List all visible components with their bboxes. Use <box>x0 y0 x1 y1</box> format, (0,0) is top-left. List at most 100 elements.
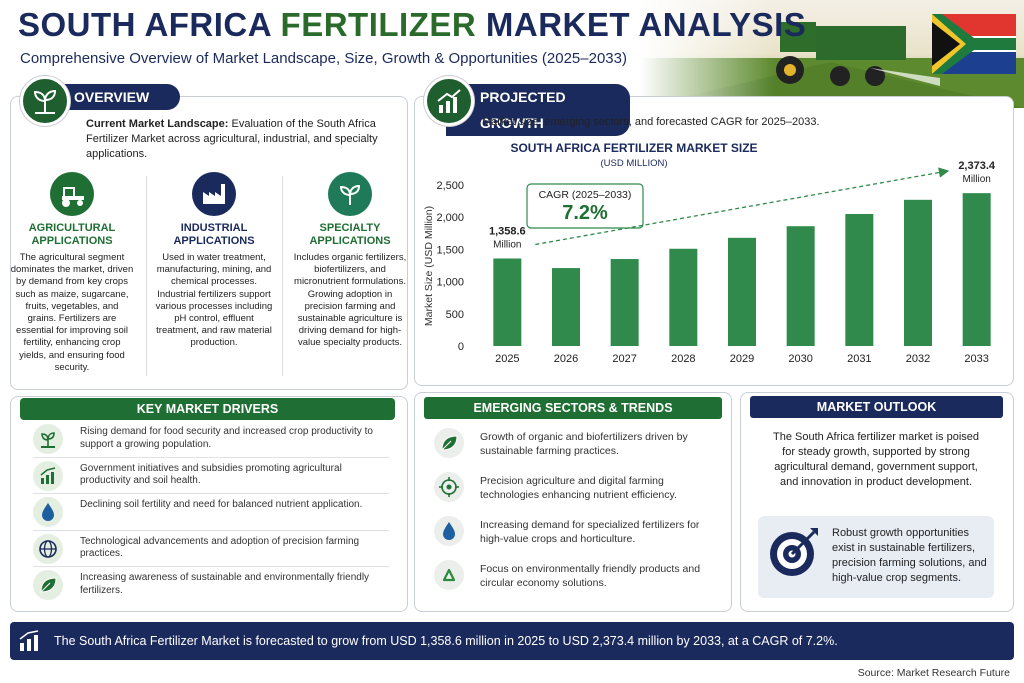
header-image <box>640 0 1024 108</box>
separator <box>33 456 389 458</box>
item-icon <box>33 570 63 600</box>
footer-icon <box>19 630 39 651</box>
item-text: Technological advancements and adoption … <box>80 535 360 560</box>
bar <box>786 226 815 346</box>
separator <box>33 493 389 494</box>
icon-glyph <box>42 503 54 521</box>
x-tick-label: 2030 <box>788 353 812 365</box>
chart-subtitle: (USD MILLION) <box>600 158 667 169</box>
x-tick-label: 2029 <box>730 353 754 365</box>
y-tick-label: 1,000 <box>436 277 464 289</box>
application-icon <box>50 172 94 216</box>
footer-text: The South Africa Fertilizer Market is fo… <box>54 634 838 648</box>
icon-glyph <box>40 466 56 484</box>
growth-heading: PROJECTED GROWTH <box>446 84 630 136</box>
source: Source: Market Research Future <box>857 667 1010 679</box>
drivers-panel <box>10 396 408 612</box>
subtitle: Comprehensive Overview of Market Landsca… <box>20 50 627 67</box>
item-text: Increasing awareness of sustainable and … <box>80 572 370 596</box>
intro-text: Evaluation of the South Africa Fertilize… <box>86 118 378 160</box>
item-text: Increasing demand for specialized fertil… <box>480 519 700 545</box>
item-text: Declining soil fertility and need for ba… <box>80 499 363 510</box>
application-icon <box>328 172 372 216</box>
bar <box>845 213 874 346</box>
overview-icon <box>20 76 70 126</box>
overview-panel <box>10 96 408 390</box>
application-title: SPECIALTY APPLICATIONS <box>309 222 391 247</box>
outlook-text: The South Africa fertilizer market is po… <box>772 431 980 488</box>
target-icon <box>770 528 818 576</box>
x-tick-label: 2027 <box>612 353 636 365</box>
application: SPECIALTY APPLICATIONS Includes organic … <box>288 172 412 350</box>
trends-panel <box>414 392 732 612</box>
value-label: 1,358.6 <box>489 226 526 238</box>
item-icon <box>33 424 63 454</box>
y-axis-label: Market Size (USD Million) <box>423 206 435 326</box>
icon-glyph <box>439 477 459 497</box>
outlook-heading: MARKET OUTLOOK <box>750 396 1003 418</box>
bar <box>552 268 580 346</box>
bar <box>728 237 756 346</box>
value-label-unit: Million <box>493 240 521 251</box>
separator <box>33 566 389 567</box>
item-text: Rising demand for food security and incr… <box>80 426 373 450</box>
drivers-heading: KEY MARKET DRIVERS <box>20 398 395 420</box>
bar <box>962 193 991 346</box>
item-icon <box>434 560 464 590</box>
application-title: AGRICULTURAL APPLICATIONS <box>28 222 116 247</box>
icon-glyph <box>41 432 55 448</box>
overview-intro: Current Market Landscape: Evaluation of … <box>86 117 396 162</box>
application-icon <box>192 172 236 216</box>
x-tick-label: 2031 <box>847 353 871 365</box>
cagr-value: 7.2% <box>562 202 608 224</box>
outlook-highlight: Robust growth opportunities exist in sus… <box>832 527 987 584</box>
item-icon <box>33 533 63 564</box>
item-text: Government initiatives and subsidies pro… <box>80 462 342 487</box>
title-end: MARKET ANALYSIS <box>485 6 807 43</box>
item-text: Focus on environmentally friendly produc… <box>480 563 701 589</box>
title-start: SOUTH AFRICA <box>18 6 271 43</box>
icon-glyph <box>441 435 458 451</box>
y-tick-label: 2,000 <box>436 212 464 224</box>
y-tick-label: 1,500 <box>436 244 464 256</box>
item-icon <box>33 460 63 491</box>
item-text: Growth of organic and biofertilizers dri… <box>480 431 688 457</box>
bar <box>904 199 932 346</box>
application: AGRICULTURAL APPLICATIONS The agricultur… <box>10 172 134 374</box>
value-label: 2,373.4 <box>958 160 996 172</box>
title: SOUTH AFRICA FERTILIZER MARKET ANALYSIS <box>18 6 806 44</box>
application-title: INDUSTRIAL APPLICATIONS <box>173 222 255 247</box>
footer-banner <box>10 622 1014 660</box>
icon-glyph <box>40 577 57 593</box>
divider <box>282 176 283 376</box>
chart: SOUTH AFRICA FERTILIZER MARKET SIZE (USD… <box>423 141 996 365</box>
x-tick-label: 2025 <box>495 353 519 365</box>
separator <box>33 529 389 531</box>
item-icon <box>33 497 63 527</box>
icon-glyph <box>39 539 57 558</box>
chart-title: SOUTH AFRICA FERTILIZER MARKET SIZE <box>510 141 757 155</box>
value-label-unit: Million <box>962 174 990 185</box>
icon-glyph <box>443 522 455 540</box>
y-tick-label: 0 <box>458 341 464 353</box>
trends-heading: EMERGING SECTORS & TRENDS <box>424 397 722 419</box>
growth-description: Market size, emerging sectors, and forec… <box>482 116 820 128</box>
x-tick-label: 2032 <box>906 353 930 365</box>
application-text: Includes organic fertilizers, biofertili… <box>293 252 407 349</box>
item-icon <box>434 428 464 458</box>
y-tick-label: 500 <box>446 309 464 321</box>
intro-bold: Current Market Landscape: <box>86 118 229 130</box>
item-icon <box>434 472 464 502</box>
item-icon <box>434 516 464 546</box>
x-tick-label: 2028 <box>671 353 695 365</box>
icon-glyph <box>442 568 456 582</box>
x-tick-label: 2033 <box>964 353 988 365</box>
cagr-label: CAGR (2025–2033) <box>539 189 632 201</box>
bar <box>669 248 698 346</box>
bar <box>493 258 522 346</box>
item-text: Precision agriculture and digital farmin… <box>480 475 677 501</box>
application: INDUSTRIAL APPLICATIONS Used in water tr… <box>152 172 276 350</box>
title-highlight: FERTILIZER <box>280 6 477 43</box>
bar <box>610 259 639 346</box>
